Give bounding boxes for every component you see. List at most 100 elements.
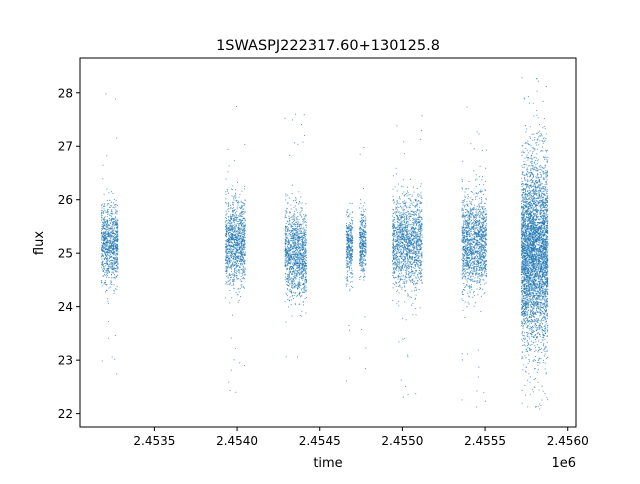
data-point bbox=[110, 245, 112, 247]
data-point bbox=[414, 247, 416, 249]
data-point bbox=[238, 291, 240, 293]
data-point bbox=[392, 226, 394, 228]
data-point bbox=[295, 277, 297, 279]
data-point bbox=[398, 207, 400, 209]
data-point bbox=[101, 204, 103, 206]
data-point bbox=[358, 228, 360, 230]
data-point bbox=[288, 250, 290, 252]
data-point bbox=[403, 276, 405, 278]
data-point bbox=[302, 237, 304, 239]
data-point bbox=[108, 287, 110, 289]
data-point bbox=[110, 273, 112, 275]
data-point bbox=[292, 239, 294, 241]
data-point bbox=[413, 261, 415, 263]
data-point bbox=[407, 234, 409, 236]
data-point bbox=[108, 229, 110, 231]
data-point bbox=[293, 250, 295, 252]
data-point bbox=[396, 291, 398, 293]
data-point bbox=[225, 259, 227, 261]
data-point bbox=[235, 241, 237, 243]
data-point bbox=[361, 231, 363, 233]
data-point bbox=[112, 269, 114, 271]
data-point bbox=[244, 218, 246, 220]
data-point bbox=[115, 232, 117, 234]
data-point bbox=[359, 255, 361, 257]
data-point bbox=[351, 269, 353, 271]
data-point bbox=[109, 225, 111, 227]
data-point bbox=[113, 253, 115, 255]
data-point bbox=[364, 202, 366, 204]
data-point bbox=[109, 232, 111, 234]
data-point bbox=[225, 242, 227, 244]
data-point bbox=[232, 210, 234, 212]
data-point bbox=[235, 200, 237, 202]
data-point bbox=[347, 276, 349, 278]
data-point bbox=[284, 250, 286, 252]
data-point bbox=[399, 226, 401, 228]
data-point bbox=[237, 215, 239, 217]
data-point bbox=[227, 256, 229, 258]
data-point bbox=[349, 245, 351, 247]
data-point bbox=[107, 228, 109, 230]
data-point bbox=[230, 204, 232, 206]
data-point bbox=[417, 260, 419, 262]
data-point bbox=[347, 261, 349, 263]
data-point bbox=[294, 275, 296, 277]
data-point bbox=[300, 250, 302, 252]
data-point bbox=[289, 244, 291, 246]
data-point bbox=[103, 236, 105, 238]
data-point bbox=[231, 268, 233, 270]
data-point bbox=[117, 244, 119, 246]
data-point bbox=[300, 253, 302, 255]
data-point bbox=[233, 260, 235, 262]
data-point bbox=[238, 270, 240, 272]
data-point bbox=[346, 263, 348, 265]
data-point bbox=[287, 282, 289, 284]
data-point bbox=[239, 273, 241, 275]
data-point bbox=[393, 236, 395, 238]
data-point bbox=[243, 274, 245, 276]
data-point bbox=[102, 219, 104, 221]
data-point bbox=[226, 271, 228, 273]
data-point bbox=[232, 239, 234, 241]
data-point bbox=[300, 288, 302, 290]
data-point bbox=[302, 268, 304, 270]
data-point bbox=[234, 219, 236, 221]
data-point bbox=[111, 265, 113, 267]
data-point bbox=[403, 230, 405, 232]
data-point bbox=[409, 215, 411, 217]
data-point bbox=[413, 227, 415, 229]
data-point bbox=[396, 265, 398, 267]
data-point bbox=[392, 262, 394, 264]
data-point bbox=[293, 234, 295, 236]
data-point bbox=[291, 315, 293, 317]
data-point bbox=[406, 232, 408, 234]
data-point bbox=[233, 219, 235, 221]
data-point bbox=[419, 248, 421, 250]
data-point bbox=[240, 219, 242, 221]
data-point bbox=[290, 249, 292, 251]
data-point bbox=[116, 226, 118, 228]
data-point bbox=[240, 200, 242, 202]
data-point bbox=[364, 225, 366, 227]
data-point bbox=[228, 234, 230, 236]
data-point bbox=[298, 240, 300, 242]
data-point bbox=[397, 261, 399, 263]
data-point bbox=[106, 260, 108, 262]
data-point bbox=[106, 269, 108, 271]
data-point bbox=[302, 233, 304, 235]
data-point bbox=[230, 233, 232, 235]
data-point bbox=[244, 251, 246, 253]
data-point bbox=[232, 273, 234, 275]
data-point bbox=[107, 246, 109, 248]
data-point bbox=[225, 221, 227, 223]
data-point bbox=[230, 260, 232, 262]
data-point bbox=[420, 242, 422, 244]
data-point bbox=[290, 236, 292, 238]
data-point bbox=[238, 271, 240, 273]
data-point bbox=[111, 211, 113, 213]
data-point bbox=[111, 255, 113, 257]
data-point bbox=[404, 301, 406, 303]
data-point bbox=[113, 248, 115, 250]
data-point bbox=[289, 211, 291, 213]
